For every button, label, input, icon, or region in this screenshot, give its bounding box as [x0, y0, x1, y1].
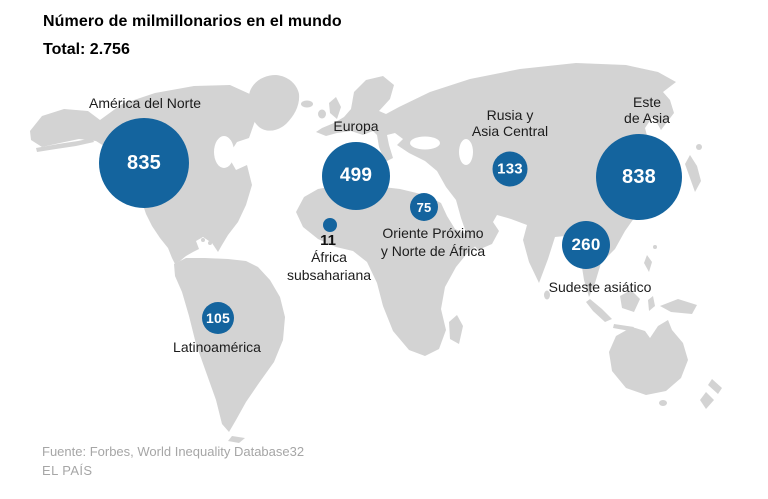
- region-label-line1: Rusia y: [486, 107, 534, 123]
- bubble-value-east-asia: 838: [622, 165, 656, 188]
- bubble-value-latin-america: 105: [206, 310, 230, 326]
- bubble-east-asia: 838: [596, 134, 682, 220]
- bubble-southeast-asia: 260: [562, 221, 610, 269]
- total-label: Total: 2.756: [43, 41, 130, 58]
- south-america-shape: [174, 258, 285, 432]
- bubble-value-mena: 75: [416, 199, 432, 215]
- bubble-latin-america: 105: [202, 302, 234, 334]
- bubble-value-subsaharan-africa: 11: [320, 232, 336, 249]
- region-label-north-america: América del Norte: [88, 95, 202, 111]
- region-label-line1: Oriente Próximo: [382, 225, 484, 241]
- source-note: Fuente: Forbes, World Inequality Databas…: [42, 444, 305, 459]
- region-label-europe: Europa: [333, 118, 379, 134]
- region-label-line2: Asia Central: [471, 123, 549, 139]
- bubble-north-america: 835: [99, 118, 189, 208]
- australia-shape: [609, 320, 688, 395]
- bubble-mena: 75: [410, 193, 438, 221]
- seas: [214, 136, 473, 168]
- bubble-value-europe: 499: [339, 165, 373, 186]
- region-label-subsaharan-africa: África subsahariana: [287, 248, 371, 284]
- page-title: Número de milmillonarios en el mundo: [43, 13, 342, 30]
- region-label-southeast-asia: Sudeste asiático: [548, 279, 652, 295]
- brand-logo: EL PAÍS: [42, 463, 93, 478]
- bubble-europe: 499: [322, 142, 390, 210]
- bubble-subsaharan-africa: [323, 218, 337, 232]
- bubble-value-north-america: 835: [127, 151, 161, 174]
- region-label-latin-america: Latinoamérica: [173, 339, 261, 355]
- region-label-east-asia: Este de Asia: [624, 94, 670, 126]
- region-label-line1: África: [311, 249, 347, 265]
- region-label-line1: Este: [632, 94, 661, 110]
- region-label-russia-central-asia: Rusia y Asia Central: [472, 107, 548, 139]
- bubble-value-russia-central-asia: 133: [497, 160, 523, 178]
- region-label-mena: Oriente Próximo y Norte de África: [381, 224, 485, 260]
- region-label-line2: y Norte de África: [380, 243, 486, 259]
- greenland-shape: [248, 75, 300, 131]
- region-label-line2: de Asia: [624, 110, 670, 126]
- bubble-russia-central-asia: 133: [492, 151, 528, 187]
- africa-shape: [296, 184, 484, 356]
- bubble-value-southeast-asia: 260: [571, 235, 601, 254]
- region-label-line2: subsahariana: [286, 267, 372, 283]
